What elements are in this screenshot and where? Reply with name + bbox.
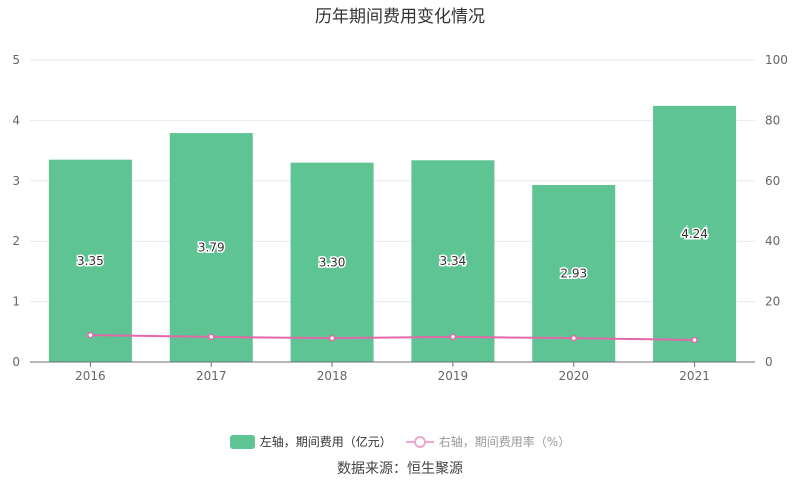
legend-line-swatch	[405, 435, 434, 448]
right-tick-label: 60	[765, 174, 780, 188]
line-point	[328, 334, 336, 342]
bar	[532, 185, 616, 362]
bar-data-label: 4.24	[681, 227, 708, 241]
x-tick-label: 2021	[679, 369, 710, 383]
line-series	[90, 334, 695, 341]
legend-line-label: 右轴，期间费用率（%）	[438, 435, 571, 449]
bar	[169, 133, 253, 362]
bar-data-label: 2.93	[560, 267, 587, 281]
legend-bar-label: 左轴，期间费用（亿元）	[259, 435, 392, 449]
bar	[48, 159, 132, 362]
right-tick-label: 0	[765, 355, 773, 369]
bar-data-label: 3.34	[440, 254, 467, 268]
line-point	[691, 336, 698, 344]
right-tick-label: 80	[765, 113, 780, 127]
x-tick-label: 2019	[438, 369, 469, 383]
right-tick-label: 20	[765, 295, 780, 309]
left-tick-label: 2	[12, 234, 20, 248]
right-tick-label: 40	[765, 234, 780, 248]
line-point	[208, 333, 215, 341]
legend-bar-swatch	[229, 434, 255, 449]
chart-plot: 0 1 2 3 4 5 0 20 40 60 80 100 3.35 2016 3.79 2017 3.30 20…	[12, 53, 788, 383]
data-source: 数据来源：恒生聚源	[337, 461, 463, 477]
x-tick-label: 2020	[558, 369, 589, 383]
bar	[411, 160, 495, 362]
legend-item-line[interactable]: 右轴，期间费用率（%）	[405, 433, 571, 450]
x-tick-label: 2016	[75, 369, 106, 383]
left-tick-label: 4	[12, 113, 20, 127]
x-tick-label: 2017	[196, 369, 227, 383]
bar	[290, 162, 374, 362]
line-point	[570, 334, 577, 342]
bar-data-label: 3.30	[319, 255, 346, 269]
left-tick-label: 0	[12, 355, 20, 369]
left-tick-label: 5	[12, 53, 20, 67]
line-point	[449, 333, 457, 341]
bar-data-label: 3.35	[77, 254, 104, 268]
legend-item-bar[interactable]: 左轴，期间费用（亿元）	[229, 433, 392, 450]
left-tick-label: 3	[12, 174, 20, 188]
line-point	[87, 331, 94, 339]
bar-data-label: 3.79	[198, 241, 225, 255]
legend: 左轴，期间费用（亿元） 右轴，期间费用率（%）	[0, 433, 800, 450]
chart-title: 历年期间费用变化情况	[315, 7, 485, 27]
x-tick-label: 2018	[317, 369, 348, 383]
bar	[653, 105, 737, 363]
left-tick-label: 1	[12, 295, 20, 309]
right-tick-label: 100	[765, 53, 788, 67]
